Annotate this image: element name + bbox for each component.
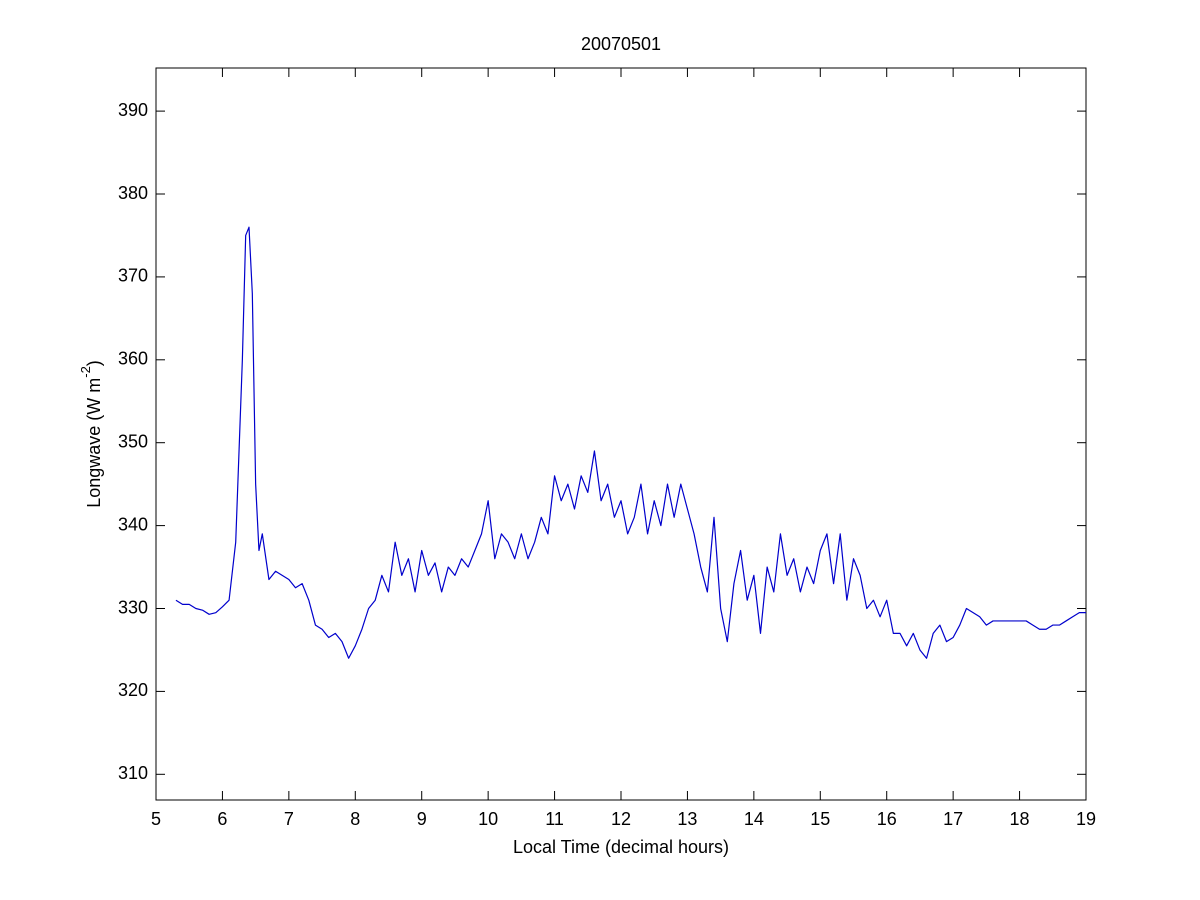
x-tick-label: 17 xyxy=(943,809,963,829)
y-tick-label: 310 xyxy=(118,763,148,783)
y-tick-label: 340 xyxy=(118,514,148,534)
y-tick-label: 350 xyxy=(118,431,148,451)
y-tick-label: 380 xyxy=(118,183,148,203)
x-tick-label: 6 xyxy=(217,809,227,829)
x-tick-label: 10 xyxy=(478,809,498,829)
x-tick-label: 5 xyxy=(151,809,161,829)
plot-area xyxy=(155,67,1087,801)
y-tick-label: 320 xyxy=(118,680,148,700)
y-axis-label-main: Longwave (W m xyxy=(84,378,104,508)
y-axis-label-sup: -2 xyxy=(78,366,93,378)
chart-title: 20070501 xyxy=(581,34,661,54)
x-tick-label: 12 xyxy=(611,809,631,829)
x-tick-label: 15 xyxy=(810,809,830,829)
y-axis-label-end: ) xyxy=(84,360,104,366)
x-axis-label: Local Time (decimal hours) xyxy=(513,837,729,857)
y-tick-label: 370 xyxy=(118,266,148,286)
y-axis-label: Longwave (W m-2) xyxy=(78,360,103,508)
x-tick-label: 16 xyxy=(877,809,897,829)
data-line xyxy=(175,226,1086,659)
x-tick-label: 13 xyxy=(677,809,697,829)
x-tick-label: 11 xyxy=(545,809,564,829)
y-tick-label: 330 xyxy=(118,597,148,617)
x-tick-label: 8 xyxy=(350,809,360,829)
y-tick-label: 360 xyxy=(118,349,148,369)
x-tick-label: 19 xyxy=(1076,809,1096,829)
x-tick-label: 7 xyxy=(284,809,294,829)
x-tick-label: 14 xyxy=(744,809,764,829)
x-tick-label: 18 xyxy=(1010,809,1030,829)
y-tick-label: 390 xyxy=(118,100,148,120)
x-tick-label: 9 xyxy=(417,809,427,829)
